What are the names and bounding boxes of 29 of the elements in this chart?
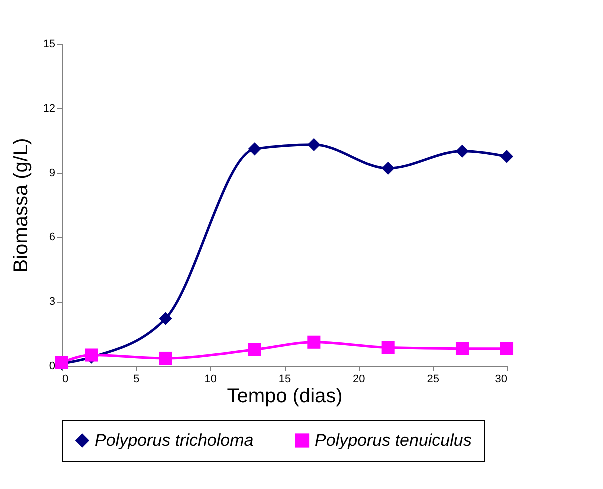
point [248, 343, 262, 356]
y-axis-title: Biomassa (g/L) [10, 138, 32, 273]
point [159, 312, 172, 326]
point [382, 341, 395, 354]
point [500, 342, 514, 356]
y-tick-label: 3 [49, 296, 56, 308]
y-tick-label: 12 [43, 102, 56, 115]
point [308, 336, 321, 349]
x-tick-label: 25 [427, 374, 440, 386]
point [248, 142, 262, 156]
x-tick-label: 10 [204, 374, 217, 386]
point [500, 150, 514, 164]
y-tick-label: 6 [49, 232, 56, 244]
x-tick-label: 30 [495, 374, 508, 386]
x-tick-label: 5 [134, 374, 140, 386]
x-tick-label: 15 [278, 374, 292, 386]
y-tick-label: 9 [49, 167, 56, 180]
x-tick-label: 0 [62, 374, 69, 386]
legend-label: Polyporus tenuiculus [315, 430, 472, 450]
x-tick-label: 20 [353, 374, 366, 386]
point [456, 342, 470, 356]
point [159, 352, 172, 366]
x-axis-title: Tempo (dias) [227, 386, 343, 408]
point [456, 144, 470, 158]
point [308, 138, 321, 152]
y-tick-label: 15 [43, 38, 56, 50]
point [382, 162, 395, 176]
y-tick-label: 0 [49, 360, 56, 372]
legend-label: Polyporus tricholoma [95, 430, 254, 450]
